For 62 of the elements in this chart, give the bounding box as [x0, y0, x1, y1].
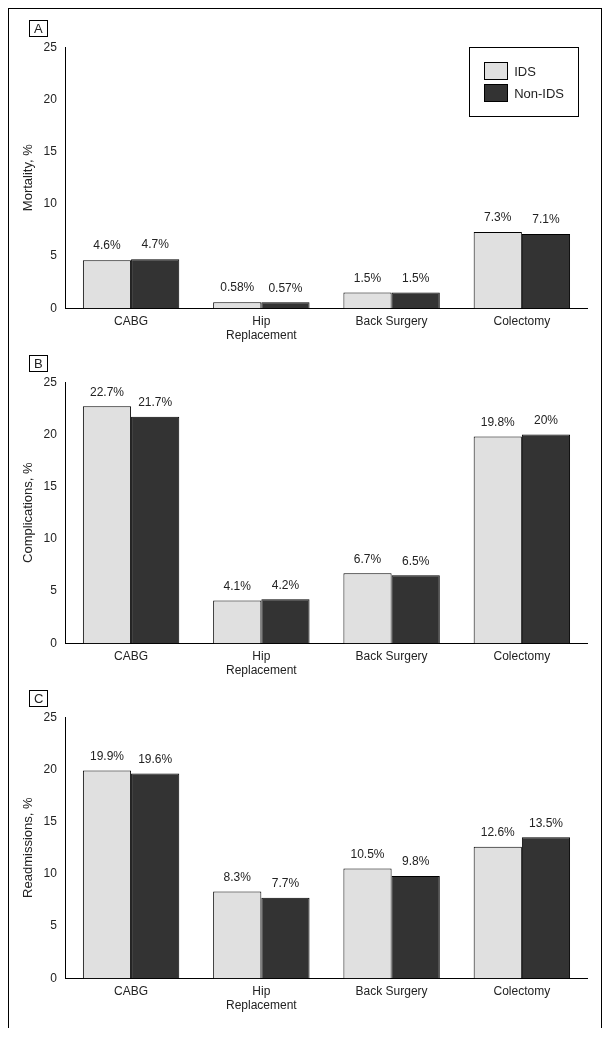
y-tick-label: 20	[43, 91, 58, 106]
data-label: 1.5%	[402, 270, 430, 285]
y-tick-label: 25	[43, 39, 58, 54]
data-label: 8.3%	[223, 869, 252, 884]
data-label: 7.3%	[484, 210, 512, 225]
chart-title: A	[29, 20, 48, 37]
x-tick-label: Back Surgery	[355, 983, 428, 998]
x-tick-label: CABG	[114, 648, 149, 663]
data-label: 13.5%	[528, 815, 564, 830]
y-axis-title: Readmissions, %	[20, 797, 36, 898]
y-tick-label: 10	[43, 531, 58, 546]
y-tick-label: 15	[43, 813, 58, 828]
y-tick-label: 20	[43, 761, 58, 776]
data-label: 4.7%	[141, 237, 170, 252]
x-tick-label: Hip Replacement	[225, 648, 298, 678]
data-label: 7.1%	[532, 212, 560, 227]
data-label: 4.6%	[93, 238, 121, 253]
data-label: 0.58%	[220, 280, 255, 295]
data-label: 19.9%	[89, 748, 125, 763]
data-label: 21.7%	[138, 394, 173, 409]
x-tick-label: Colectomy	[493, 648, 551, 663]
data-label: 19.8%	[480, 414, 516, 429]
y-tick-label: 5	[50, 583, 58, 598]
x-tick-label: Back Surgery	[355, 313, 428, 328]
y-tick-label: 10	[43, 196, 58, 211]
y-axis-title: Mortality, %	[20, 143, 36, 212]
y-tick-label: 0	[50, 970, 58, 985]
data-label: 1.5%	[353, 270, 382, 285]
y-tick-label: 20	[43, 426, 58, 441]
data-label: 20%	[533, 412, 559, 427]
data-label: 9.8%	[402, 854, 430, 869]
y-tick-label: 15	[43, 478, 58, 493]
chart-title: B	[29, 355, 48, 372]
data-label: 19.6%	[138, 751, 173, 766]
chart-title: C	[29, 690, 49, 707]
x-tick-label: Hip Replacement	[225, 313, 298, 343]
legend-label: IDS	[514, 63, 536, 79]
data-label: 4.2%	[271, 577, 300, 592]
data-label: 22.7%	[89, 384, 125, 399]
y-tick-label: 15	[43, 143, 58, 158]
y-axis-title: Complications, %	[20, 462, 36, 563]
x-tick-label: Back Surgery	[355, 648, 428, 663]
y-tick-label: 25	[43, 374, 58, 389]
data-label: 0.57%	[268, 280, 303, 295]
y-tick-label: 25	[43, 709, 58, 724]
data-label: 7.7%	[271, 876, 300, 891]
data-label: 12.6%	[480, 824, 516, 839]
x-tick-label: Colectomy	[493, 983, 551, 998]
x-tick-label: Colectomy	[493, 313, 551, 328]
data-label: 6.7%	[353, 551, 382, 566]
y-tick-label: 10	[43, 866, 58, 881]
legend-label: Non-IDS	[514, 85, 564, 101]
x-tick-label: CABG	[114, 313, 149, 328]
data-label: 4.1%	[223, 578, 252, 593]
data-label: 6.5%	[402, 553, 430, 568]
x-tick-label: CABG	[114, 983, 149, 998]
y-tick-label: 5	[50, 918, 58, 933]
y-tick-label: 5	[50, 248, 58, 263]
x-tick-label: Hip Replacement	[225, 983, 298, 1013]
y-tick-label: 0	[50, 300, 58, 315]
data-label: 10.5%	[350, 846, 385, 861]
y-tick-label: 0	[50, 635, 58, 650]
